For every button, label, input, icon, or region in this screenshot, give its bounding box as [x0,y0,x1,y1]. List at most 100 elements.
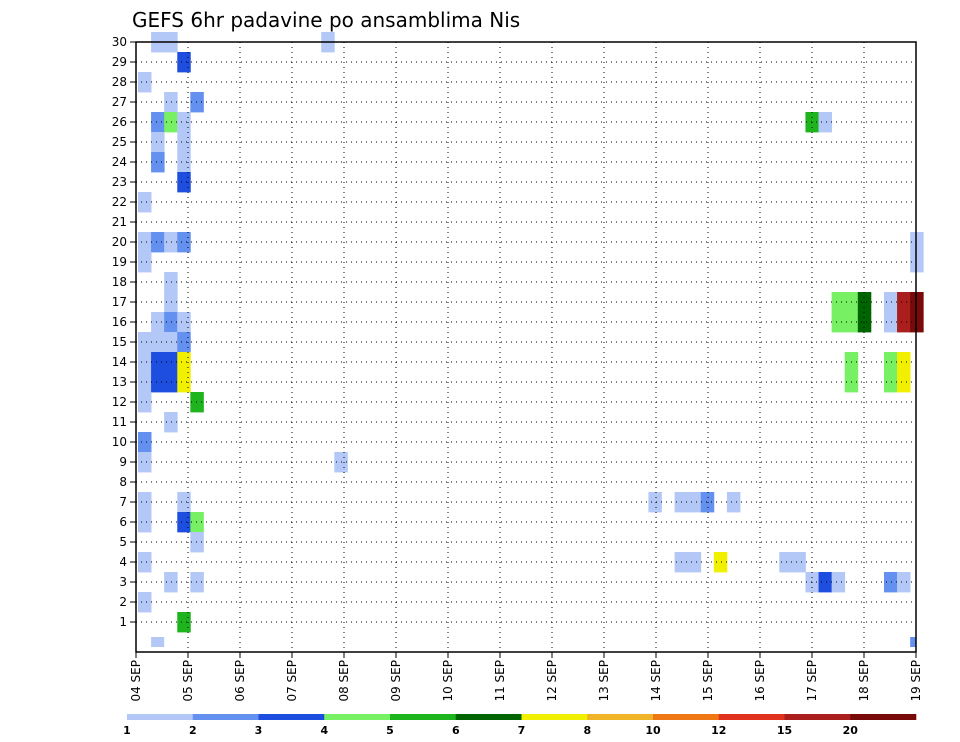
legend-label-2: 3 [255,724,263,737]
cell-m12-t4 [190,392,204,413]
x-tick-label-14: 18 SEP [857,660,871,702]
cell-m7-t43 [700,492,715,513]
y-tick-label-1: 1 [119,615,127,629]
cell-m26-t52 [818,112,833,133]
legend-swatch-1 [192,714,259,720]
x-tick-label-13: 17 SEP [805,660,819,702]
legend-label-7: 8 [583,724,591,737]
cell-m3-t4 [190,572,204,593]
cell-m7-t45 [726,492,741,513]
cell-m24-t1 [151,152,165,173]
x-tick-label-3: 07 SEP [285,660,299,702]
cell-m26-t2 [164,112,178,133]
x-tick-label-8: 12 SEP [545,660,559,702]
cell-m28-t0 [138,72,152,93]
y-tick-label-22: 22 [112,195,127,209]
cell-m16-t3 [177,312,191,333]
y-tick-label-23: 23 [112,175,127,189]
y-tick-label-20: 20 [112,235,127,249]
x-tick-label-0: 04 SEP [129,660,143,702]
cell-m6-t4 [190,512,204,533]
cell-m5-t4 [190,532,204,553]
y-tick-label-3: 3 [119,575,127,589]
cell-m15-t1 [151,332,165,353]
y-tick-label-16: 16 [112,315,127,329]
y-tick-label-14: 14 [112,355,127,369]
legend-swatch-2 [258,714,325,720]
legend-label-0: 1 [123,724,131,737]
y-tick-label-5: 5 [119,535,127,549]
cell-m29-t3 [177,52,191,73]
y-tick-label-21: 21 [112,215,127,229]
x-tick-label-9: 13 SEP [597,660,611,702]
y-tick-label-19: 19 [112,255,127,269]
cell-m12-t0 [138,392,152,413]
cell-m15-t2 [164,332,178,353]
y-axis: 1234567891011121314151617181920212223242… [112,35,136,629]
cell-m4-t50 [792,552,806,573]
y-tick-label-18: 18 [112,275,127,289]
cell-m16-t53 [831,312,846,333]
x-tick-label-11: 15 SEP [701,660,715,702]
heatmap-cells [138,32,924,647]
cell-m13-t2 [164,372,178,393]
cell-m4-t44 [713,552,728,573]
y-tick-label-12: 12 [112,395,127,409]
legend-swatch-11 [850,714,917,720]
y-tick-label-28: 28 [112,75,127,89]
legend-label-8: 10 [645,724,661,737]
cell-m26-t1 [151,112,165,133]
cell-m7-t42 [687,492,702,513]
cell-m13-t1 [151,372,165,393]
x-tick-label-6: 10 SEP [441,660,455,702]
y-tick-label-13: 13 [112,375,127,389]
cell-m16-t2 [164,312,178,333]
y-tick-label-30: 30 [112,35,127,49]
cell-m27-t4 [190,92,204,113]
cell-m13-t58 [897,372,911,393]
legend-label-6: 7 [518,724,526,737]
cell-m17-t59 [910,292,924,313]
cell-m6-t3 [177,512,191,533]
y-tick-label-7: 7 [119,495,127,509]
cell-partial-m0-t59 [910,637,916,647]
x-tick-label-4: 08 SEP [337,660,351,702]
cell-m23-t3 [177,172,191,193]
cell-partial-m0-t1 [151,637,165,647]
cell-m6-t0 [138,512,152,533]
y-tick-label-4: 4 [119,555,127,569]
cell-m3-t53 [831,572,846,593]
cell-m3-t52 [818,572,833,593]
plot-frame [135,41,917,653]
cell-m18-t2 [164,272,178,293]
cell-m20-t3 [177,232,191,253]
legend-swatch-4 [390,714,457,720]
legend-label-4: 5 [386,724,394,737]
cell-m9-t0 [138,452,152,473]
legend: 1 2 3 4 5 6 7 8 10 12 15 20 [123,714,917,737]
cell-m20-t59 [910,232,924,253]
legend-swatch-8 [653,714,720,720]
x-tick-label-2: 06 SEP [233,660,247,702]
legend-swatch-7 [587,714,654,720]
y-tick-label-29: 29 [112,55,127,69]
cell-m25-t3 [177,132,191,153]
legend-label-5: 6 [452,724,460,737]
y-tick-label-26: 26 [112,115,127,129]
legend-swatch-5 [455,714,522,720]
legend-label-11: 20 [843,724,859,737]
cell-m17-t53 [831,292,846,313]
x-tick-label-15: 19 SEP [909,660,923,702]
cell-m3-t58 [897,572,911,593]
cell-m15-t0 [138,332,152,353]
legend-swatch-10 [784,714,851,720]
legend-label-10: 15 [777,724,792,737]
cell-m4-t0 [138,552,152,573]
cell-m19-t59 [910,252,924,273]
legend-label-9: 12 [711,724,726,737]
x-axis: 04 SEP 05 SEP 06 SEP 07 SEP 08 SEP 09 SEP 10 S… [129,652,923,702]
cell-m13-t0 [138,372,152,393]
y-tick-label-11: 11 [112,415,127,429]
y-tick-label-15: 15 [112,335,127,349]
y-tick-label-9: 9 [119,455,127,469]
